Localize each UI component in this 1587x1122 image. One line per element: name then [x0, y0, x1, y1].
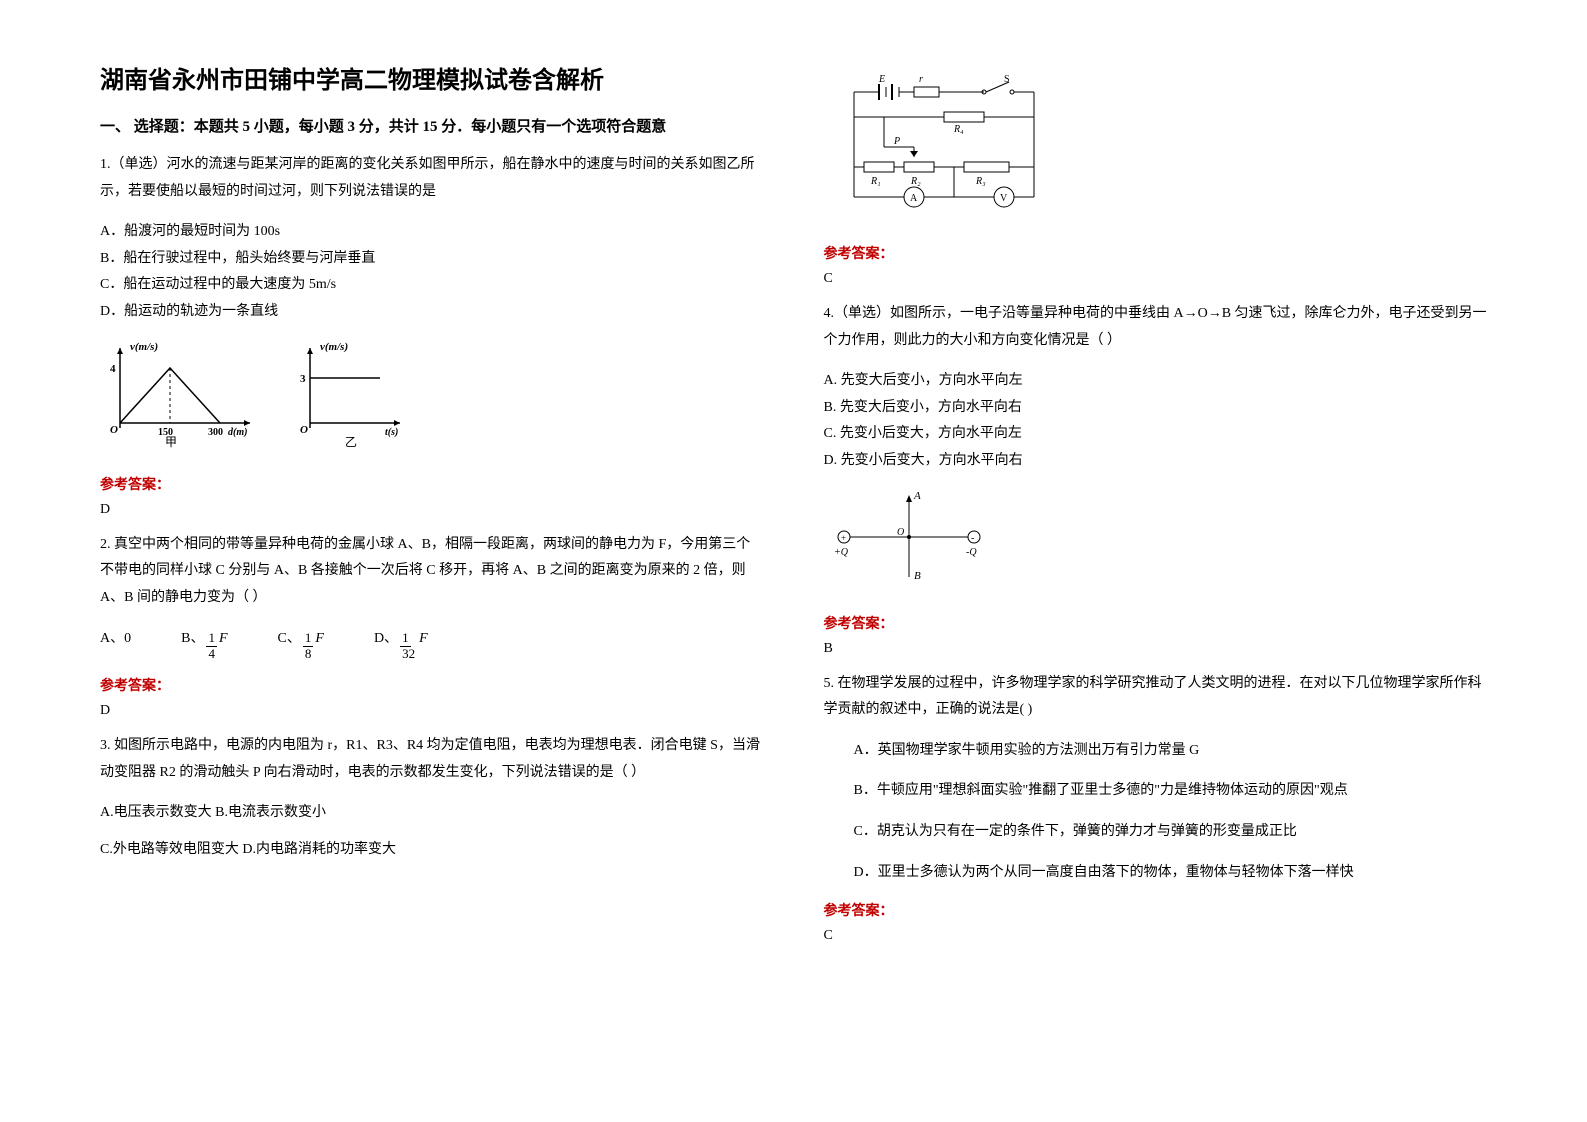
q2-stem: 2. 真空中两个相同的带等量异种电荷的金属小球 A、B，相隔一段距离，两球间的静… [100, 532, 764, 612]
svg-text:O: O [897, 527, 904, 538]
q4-stem: 4.（单选）如图所示，一电子沿等量异种电荷的中垂线由 A→O→B 匀速飞过，除库… [824, 301, 1488, 354]
svg-text:O: O [110, 424, 118, 436]
q5-stem: 5. 在物理学发展的过程中，许多物理学家的科学研究推动了人类文明的进程．在对以下… [824, 671, 1488, 724]
svg-text:+Q: +Q [834, 547, 849, 558]
q4-diagram: + - A O B +Q -Q [824, 487, 1488, 587]
svg-text:t(s): t(s) [385, 427, 398, 438]
left-column: 湖南省永州市田铺中学高二物理模拟试卷含解析 一、 选择题：本题共 5 小题，每小… [100, 60, 764, 1062]
q1-answer: D [100, 502, 764, 518]
q1-option-a: A．船渡河的最短时间为 100s [100, 219, 764, 246]
document-title: 湖南省永州市田铺中学高二物理模拟试卷含解析 [100, 60, 764, 95]
q3-circuit: E r S R₄ P R₁ R₂ R₃ [824, 72, 1488, 217]
svg-text:P: P [893, 136, 900, 147]
q5-option-d: D．亚里士多德认为两个从同一高度自由落下的物体，重物体与轻物体下落一样快 [824, 860, 1488, 887]
svg-text:E: E [878, 74, 885, 85]
svg-text:R₃: R₃ [975, 176, 986, 187]
svg-text:O: O [300, 424, 308, 436]
svg-text:V: V [1000, 193, 1008, 204]
q2-options: A、0 B、14F C、18F D、132F [100, 625, 764, 661]
q4-option-a: A. 先变大后变小，方向水平向左 [824, 368, 1488, 395]
right-column: E r S R₄ P R₁ R₂ R₃ [824, 60, 1488, 1062]
q5-answer: C [824, 928, 1488, 944]
svg-text:4: 4 [110, 363, 116, 375]
q1-chart1-ylabel: v(m/s) [130, 341, 158, 353]
svg-text:A: A [910, 193, 918, 204]
svg-text:3: 3 [300, 373, 306, 385]
q1-figures: v(m/s) 4 O 150 300 d(m) 甲 v(m/s) 3 O t(s… [100, 338, 764, 448]
svg-text:v(m/s): v(m/s) [320, 341, 348, 353]
svg-text:-Q: -Q [966, 547, 977, 558]
q4-answer-label: 参考答案： [824, 613, 1488, 633]
svg-text:300: 300 [208, 427, 223, 438]
svg-text:-: - [971, 533, 974, 544]
q2-answer-label: 参考答案： [100, 675, 764, 695]
q5-answer-label: 参考答案： [824, 900, 1488, 920]
svg-text:r: r [919, 74, 923, 85]
q5-option-a: A．英国物理学家牛顿用实验的方法测出万有引力常量 G [824, 738, 1488, 765]
q4-option-d: D. 先变小后变大，方向水平向右 [824, 448, 1488, 475]
q1-option-d: D．船运动的轨迹为一条直线 [100, 299, 764, 326]
q4-answer: B [824, 641, 1488, 657]
section-header: 一、 选择题：本题共 5 小题，每小题 3 分，共计 15 分．每小题只有一个选… [100, 115, 764, 136]
svg-text:B: B [914, 570, 921, 582]
svg-text:S: S [1004, 74, 1010, 85]
q3-answer: C [824, 271, 1488, 287]
svg-text:甲: 甲 [165, 435, 177, 448]
q2-answer: D [100, 703, 764, 719]
q3-options-line1: A.电压表示数变大 B.电流表示数变小 [100, 800, 764, 827]
q5-option-b: B．牛顿应用"理想斜面实验"推翻了亚里士多德的"力是维持物体运动的原因"观点 [824, 778, 1488, 805]
svg-text:A: A [913, 490, 921, 502]
svg-text:R₂: R₂ [910, 176, 921, 187]
svg-text:R₁: R₁ [870, 176, 881, 187]
svg-text:乙: 乙 [345, 435, 357, 448]
q3-answer-label: 参考答案： [824, 243, 1488, 263]
q1-answer-label: 参考答案： [100, 474, 764, 494]
q3-options-line2: C.外电路等效电阻变大 D.内电路消耗的功率变大 [100, 837, 764, 864]
q3-stem: 3. 如图所示电路中，电源的内电阻为 r，R1、R3、R4 均为定值电阻，电表均… [100, 733, 764, 786]
q4-option-b: B. 先变大后变小，方向水平向右 [824, 395, 1488, 422]
svg-text:R₄: R₄ [953, 124, 964, 135]
q1-stem: 1.（单选）河水的流速与距某河岸的距离的变化关系如图甲所示，船在静水中的速度与时… [100, 152, 764, 205]
q4-option-c: C. 先变小后变大，方向水平向左 [824, 421, 1488, 448]
svg-text:d(m): d(m) [228, 427, 247, 438]
q1-option-c: C．船在运动过程中的最大速度为 5m/s [100, 272, 764, 299]
q1-option-b: B．船在行驶过程中，船头始终要与河岸垂直 [100, 246, 764, 273]
svg-text:+: + [841, 533, 846, 543]
q5-option-c: C．胡克认为只有在一定的条件下，弹簧的弹力才与弹簧的形变量成正比 [824, 819, 1488, 846]
